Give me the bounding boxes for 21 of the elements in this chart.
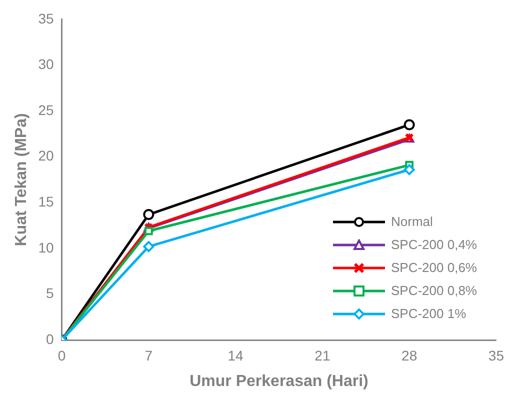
y-tick-label: 30	[38, 56, 54, 72]
legend-label: SPC-200 0,6%	[391, 259, 477, 277]
y-tick-label: 25	[38, 102, 54, 118]
y-tick-label: 20	[38, 148, 54, 164]
legend-label: SPC-200 0,8%	[391, 282, 477, 300]
x-tick-label: 28	[402, 347, 418, 364]
x-tick-label: 7	[144, 347, 153, 364]
legend-label: Normal	[391, 213, 433, 231]
y-tick-label: 15	[38, 193, 54, 210]
legend-label: SPC-200 1%	[391, 305, 466, 323]
y-tick-label: 35	[38, 10, 54, 26]
y-axis-title: Kuat Tekan (MPa)	[13, 113, 30, 246]
x-tick-label: 35	[488, 347, 504, 364]
y-tick-label: 5	[46, 285, 54, 302]
x-tick-label: 14	[228, 347, 244, 364]
x-tick-label: 0	[58, 347, 66, 364]
y-tick-label: 0	[46, 330, 54, 347]
x-axis-title: Umur Perkerasan (Hari)	[190, 372, 368, 390]
y-tick-label: 10	[38, 239, 54, 256]
legend-label: SPC-200 0,4%	[391, 236, 477, 254]
x-tick-label: 21	[314, 347, 330, 364]
